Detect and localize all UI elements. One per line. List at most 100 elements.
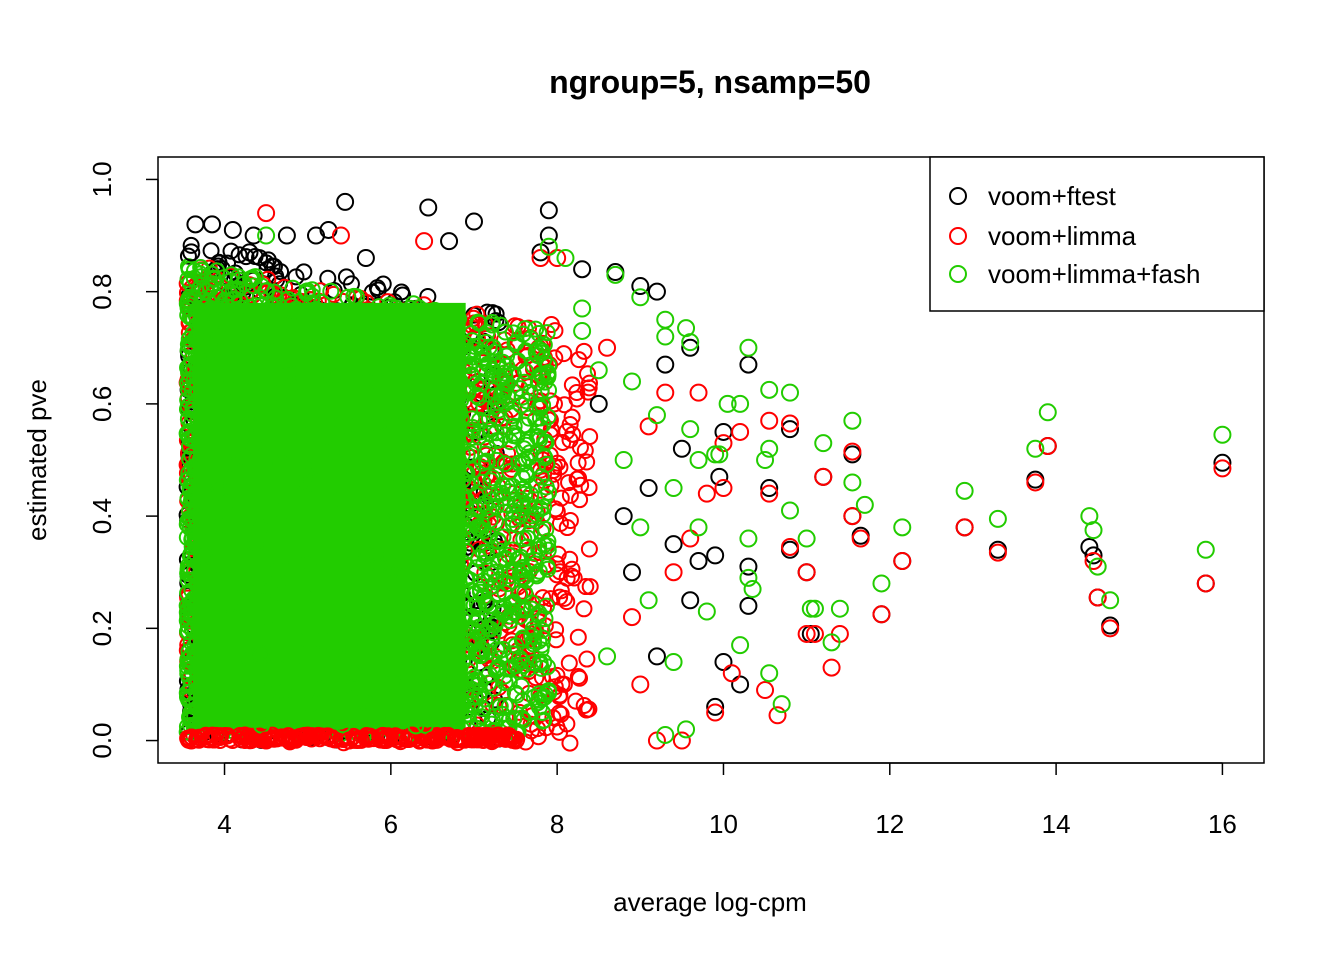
dense-point — [534, 589, 552, 607]
dense-point — [489, 354, 507, 372]
dense-point — [479, 619, 497, 637]
dense-point — [565, 569, 583, 587]
dense-point — [527, 320, 545, 338]
dense-point — [516, 485, 534, 503]
dense-point — [205, 275, 223, 293]
dense-point — [492, 316, 510, 334]
dense-point — [522, 600, 540, 618]
dense-point — [179, 247, 197, 265]
dense-point — [500, 673, 518, 691]
dense-point — [222, 272, 240, 290]
dense-point — [319, 269, 337, 287]
dense-point — [272, 263, 290, 281]
dense-point — [208, 262, 226, 280]
dense-point — [563, 560, 581, 578]
dense-point — [580, 540, 598, 558]
chart-title: ngroup=5, nsamp=50 — [549, 64, 871, 100]
dense-point — [580, 374, 598, 392]
dense-point — [507, 637, 525, 655]
dense-point — [575, 600, 593, 618]
dense-point — [523, 507, 541, 525]
dense-point — [577, 578, 595, 596]
dense-point — [483, 565, 501, 583]
dense-point — [259, 251, 277, 269]
dense-point — [510, 661, 528, 679]
dense-point — [581, 578, 599, 596]
dense-point — [558, 593, 576, 611]
dense-point — [530, 537, 548, 555]
dense-point — [480, 500, 498, 518]
dense-point — [479, 439, 497, 457]
dense-point — [483, 630, 501, 648]
dense-point — [561, 486, 579, 504]
dense-point-cloud — [178, 236, 599, 752]
plot-points — [178, 192, 1232, 752]
dense-point — [488, 660, 506, 678]
dense-point — [578, 650, 596, 668]
dense-point — [558, 519, 576, 537]
dense-point — [540, 483, 558, 501]
dense-point — [529, 374, 547, 392]
dense-point — [230, 246, 248, 264]
dense-point — [514, 452, 532, 470]
dense-point — [527, 565, 545, 583]
dense-point — [498, 357, 516, 375]
dense-point — [298, 284, 316, 302]
dense-point — [504, 324, 522, 342]
dense-point — [569, 628, 587, 646]
dense-point — [538, 658, 556, 676]
dense-point — [516, 373, 534, 391]
dense-point — [486, 343, 504, 361]
dense-point — [497, 551, 515, 569]
dense-point — [542, 316, 560, 334]
dense-point — [504, 477, 522, 495]
dense-point — [531, 409, 549, 427]
dense-point — [524, 620, 542, 638]
dense-point — [518, 392, 536, 410]
dense-point — [547, 631, 565, 649]
dense-point — [561, 734, 579, 752]
dense-point — [480, 410, 498, 428]
dense-point — [560, 474, 578, 492]
dense-point — [530, 562, 548, 580]
dense-point — [571, 669, 589, 687]
dense-point — [481, 526, 499, 544]
dense-point — [472, 583, 490, 601]
dense-point — [469, 313, 487, 331]
dense-point — [237, 248, 255, 266]
dense-point — [491, 697, 509, 715]
dense-point — [504, 427, 522, 445]
dense-point — [561, 550, 579, 568]
dense-point — [581, 428, 599, 446]
dense-point — [487, 573, 505, 591]
dense-point — [568, 384, 586, 402]
dense-point — [484, 469, 502, 487]
dense-point — [523, 594, 541, 612]
dense-point — [530, 685, 548, 703]
dense-point — [580, 479, 598, 497]
dense-point — [538, 324, 556, 342]
dense-point — [575, 342, 593, 360]
dense-point — [531, 418, 549, 436]
dense-point — [534, 629, 552, 647]
dense-point — [549, 545, 567, 563]
dense-point — [501, 562, 519, 580]
dense-point — [554, 433, 572, 451]
dense-point — [578, 701, 596, 719]
dense-point — [505, 417, 523, 435]
dense-point — [466, 635, 484, 653]
dense-point — [535, 434, 553, 452]
dense-point — [287, 268, 305, 286]
dense-point — [529, 694, 547, 712]
dense-point — [560, 654, 578, 672]
dense-point — [535, 447, 553, 465]
dense-point — [494, 640, 512, 658]
dense-point — [499, 575, 517, 593]
dense-point — [180, 291, 198, 309]
dense-point — [322, 282, 340, 300]
dense-point — [191, 265, 209, 283]
dense-point — [548, 566, 566, 584]
dense-point — [468, 595, 486, 613]
dense-point — [523, 627, 541, 645]
